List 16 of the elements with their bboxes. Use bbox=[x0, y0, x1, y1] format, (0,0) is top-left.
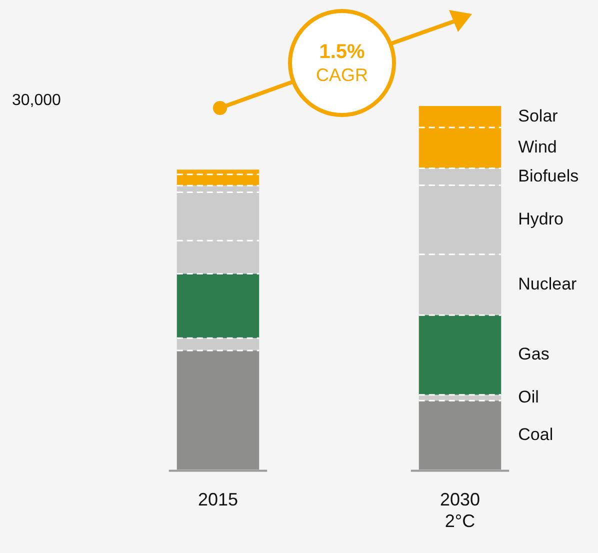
bar bbox=[176, 338, 260, 350]
series-label: Coal bbox=[518, 424, 554, 444]
text: 30,000 bbox=[12, 92, 61, 110]
text: 1.5% bbox=[318, 41, 366, 64]
series-label: Solar bbox=[518, 106, 558, 126]
series-label: Nuclear bbox=[518, 274, 578, 294]
text: CAGR bbox=[314, 65, 369, 86]
bar bbox=[176, 274, 260, 338]
series-label: Biofuels bbox=[518, 166, 579, 186]
series-label: Oil bbox=[518, 387, 539, 406]
series-label: Hydro bbox=[518, 210, 564, 229]
series-label: Wind bbox=[518, 138, 557, 157]
series-label: Gas bbox=[518, 344, 550, 364]
bar bbox=[418, 315, 502, 395]
x-tick-label: 2030 2°C bbox=[440, 490, 480, 532]
x-tick-label: 2015 bbox=[198, 490, 238, 510]
